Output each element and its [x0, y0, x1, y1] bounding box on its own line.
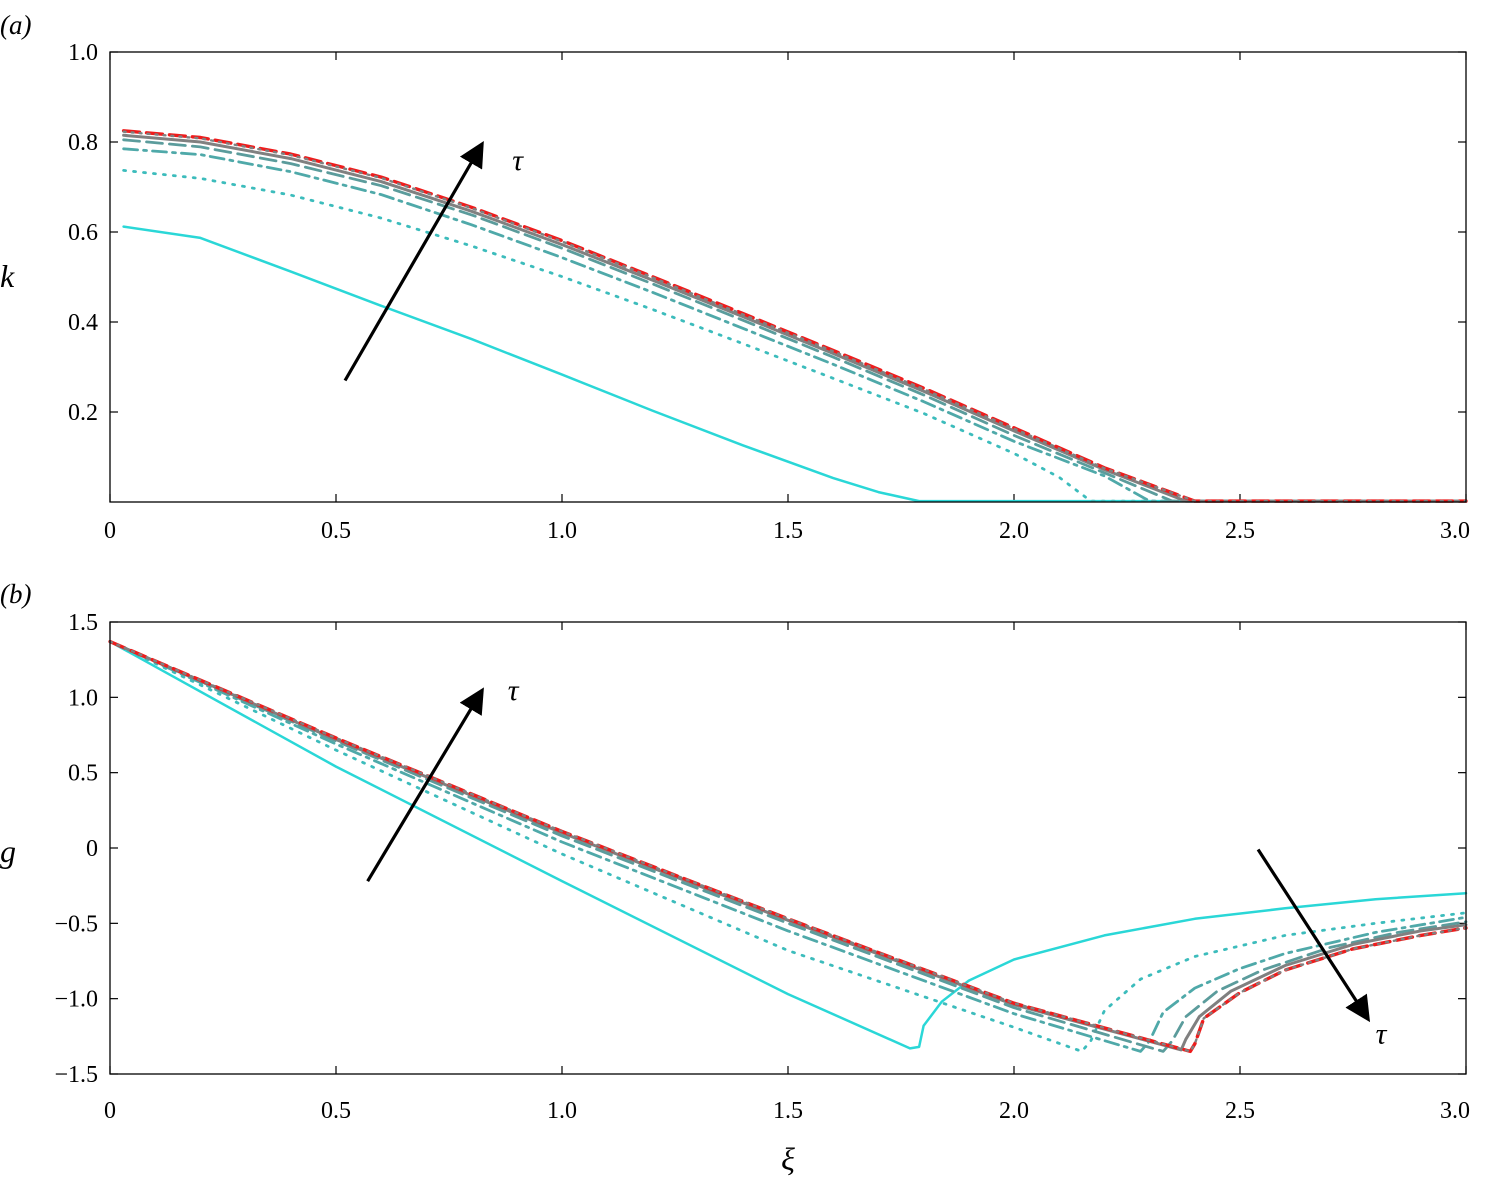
panel-a-xtick-label: 2.5: [1225, 518, 1255, 544]
panel-b-yticks: −1.5 −1.0 −0.5 0 0.5 1.0 1.5: [54, 610, 1466, 1088]
panel-b-ytick-label: −1.0: [54, 987, 98, 1013]
panel-a-plot-frame: [109, 51, 1467, 503]
panel-b-tau-arrow-1: [366, 687, 484, 882]
panel-a-tau-arrow-1: [343, 140, 484, 382]
panel-b-xtick-label: 1.0: [547, 1098, 577, 1124]
panel-b-ytick-label: −0.5: [54, 911, 98, 937]
panel-b-ytick-label: 1.5: [68, 610, 98, 636]
panel-b-ytick-label: 1.0: [68, 685, 98, 711]
panel-b-series: [108, 639, 1468, 1054]
panel-b-plot-frame: [109, 621, 1467, 1075]
panel-b-annotations: ττ: [366, 674, 1388, 1050]
panel-b-ytick-label: 0: [86, 836, 98, 862]
panel-a-xtick-label: 1.5: [773, 518, 803, 544]
panel-b-ytick-label: 0.5: [68, 761, 98, 787]
panel-a-series-line-2: [122, 168, 1468, 503]
panel-b-g-profile: (b) g ξ 0 0.5 1.0 1.5 2.0 2.5 3.0 −1.5 −1.0 −0.5…: [0, 579, 1470, 1177]
panel-a-tau-label-1: τ: [512, 144, 524, 177]
panel-b-tau-arrow-2: [1256, 848, 1371, 1023]
panel-b-xtick-label: 3.0: [1440, 1098, 1470, 1124]
panel-b-series-line-1: [108, 640, 1468, 1050]
panel-a-ytick-label: 0.4: [68, 310, 98, 336]
panel-a-xtick-label: 3.0: [1440, 518, 1470, 544]
panel-a-k-profile: (a) k 0 0.5 1.0 1.5 2.0 2.5 3.0 0.2 0.4 0.6 0.8 1.…: [0, 10, 1470, 544]
panel-b-xtick-label: 2.0: [999, 1098, 1029, 1124]
panel-b-ytick-label: −1.5: [54, 1062, 98, 1088]
panel-b-label: (b): [0, 579, 31, 609]
panel-a-ytick-label: 0.8: [68, 130, 98, 156]
panel-a-ytick-label: 0.6: [68, 220, 98, 246]
panel-a-series-line-6: [121, 129, 1468, 503]
panel-b-series-line-7: [108, 640, 1468, 1053]
panel-a-xtick-label: 2.0: [999, 518, 1029, 544]
panel-b-xtick-label: 1.5: [773, 1098, 803, 1124]
panel-a-xtick-label: 1.0: [547, 518, 577, 544]
panel-a-xticks: 0 0.5 1.0 1.5 2.0 2.5 3.0: [104, 52, 1470, 544]
panel-a-series: [121, 129, 1468, 503]
panel-a-series-line-7: [122, 130, 1468, 503]
panel-b-tau-label-1: τ: [508, 674, 520, 707]
panel-a-yticks: 0.2 0.4 0.6 0.8 1.0: [68, 40, 1466, 426]
panel-b-xlabel: ξ: [781, 1141, 795, 1177]
panel-b-ylabel: g: [0, 833, 16, 869]
panel-b-series-line-2: [108, 640, 1468, 1053]
panel-a-series-line-4: [122, 138, 1468, 503]
panel-a-annotations: τ: [343, 140, 524, 382]
panel-b-tau-label-2: τ: [1376, 1017, 1388, 1050]
panel-b-series-line-4: [108, 640, 1468, 1053]
panel-a-xtick-label: 0: [104, 518, 116, 544]
panel-b-xtick-label: 0: [104, 1098, 116, 1124]
panel-a-ylabel: k: [0, 258, 15, 294]
panel-b-series-line-5: [108, 640, 1468, 1052]
panel-b-xtick-label: 2.5: [1225, 1098, 1255, 1124]
panel-a-series-line-5: [122, 133, 1468, 503]
panel-a-series-line-3: [122, 147, 1468, 503]
panel-b-series-line-3: [108, 640, 1468, 1053]
panel-a-xtick-label: 0.5: [321, 518, 351, 544]
panel-a-ytick-label: 1.0: [68, 40, 98, 66]
panel-b-xtick-label: 0.5: [321, 1098, 351, 1124]
panel-b-series-line-6: [108, 639, 1468, 1054]
panel-a-label: (a): [0, 10, 31, 40]
panel-a-series-line-1: [122, 225, 1468, 503]
panel-a-ytick-label: 0.2: [68, 400, 98, 426]
panel-b-xticks: 0 0.5 1.0 1.5 2.0 2.5 3.0: [104, 622, 1470, 1124]
